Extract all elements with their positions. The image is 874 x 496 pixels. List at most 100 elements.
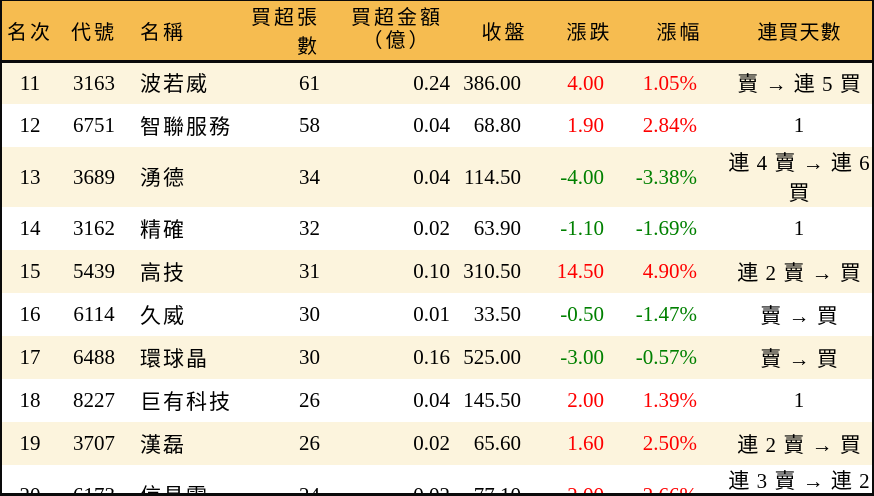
net-buy-amount-cell: 0.04	[413, 388, 450, 412]
stock-code-cell: 3162	[73, 216, 115, 240]
stock-name-cell: 環球晶	[140, 346, 209, 371]
net-buy-volume-cell: 30	[299, 345, 320, 369]
rank-cell: 16	[19, 302, 41, 326]
stock-code-cell: 6488	[73, 345, 115, 369]
col-header-amount-line1: 買超金額	[351, 7, 443, 30]
table-body: 11 3163 波若威 61 0.24 386.00 4.00 1.05% 賣 …	[2, 61, 872, 496]
buy-streak-cell: 連 4 賣 → 連 6 買	[728, 151, 871, 205]
header-row: 名次 代號 名稱 買超張數 買超金額 （億） 收盤 漲跌 漲幅 連買天數	[2, 1, 872, 63]
price-change-pct-cell: -0.57%	[635, 345, 697, 369]
price-change-cell: -3.00	[560, 345, 604, 369]
table-row: 12 6751 智聯服務 58 0.04 68.80 1.90 2.84% 1	[2, 104, 872, 147]
rank-cell: 20	[19, 482, 41, 496]
table-row: 16 6114 久威 30 0.01 33.50 -0.50 -1.47% 賣 …	[2, 293, 872, 336]
price-change-pct-cell: 4.90%	[642, 259, 697, 283]
close-price-cell: 386.00	[463, 70, 521, 95]
close-price-cell: 68.80	[473, 113, 521, 137]
net-buy-amount-cell: 0.24	[413, 70, 450, 95]
net-buy-volume-cell: 58	[299, 113, 320, 137]
stock-name-cell: 智聯服務	[140, 114, 232, 139]
net-buy-volume-cell: 26	[299, 388, 320, 412]
price-change-pct-cell: 2.84%	[642, 113, 697, 137]
buy-streak-cell: 賣 → 連 5 買	[737, 72, 862, 97]
col-header-amount-line2: （億）	[362, 30, 432, 53]
rank-cell: 17	[19, 345, 41, 369]
stock-name-cell: 波若威	[140, 72, 209, 97]
price-change-pct-cell: -1.69%	[635, 216, 697, 240]
close-price-cell: 310.50	[463, 259, 521, 283]
close-price-cell: 63.90	[473, 216, 521, 240]
price-change-pct-cell: 1.39%	[642, 388, 697, 412]
buy-streak-cell: 連 3 賣 → 連 2 買	[728, 469, 871, 493]
col-header-streak: 連買天數	[727, 1, 872, 63]
net-buy-volume-cell: 61	[299, 70, 320, 95]
rank-cell: 14	[19, 216, 41, 240]
net-buy-amount-cell: 0.02	[413, 216, 450, 240]
rank-cell: 13	[19, 164, 41, 189]
rank-cell: 15	[19, 259, 41, 283]
close-price-cell: 114.50	[464, 164, 521, 189]
net-buy-amount-cell: 0.04	[413, 164, 450, 189]
stock-name-cell: 精確	[140, 217, 186, 242]
stock-code-cell: 6114	[73, 302, 115, 326]
price-change-pct-cell: -3.38%	[635, 164, 697, 189]
net-buy-amount-cell: 0.04	[413, 113, 450, 137]
rank-cell: 18	[19, 388, 41, 412]
stock-name-cell: 高技	[140, 260, 186, 285]
stock-code-cell: 8227	[73, 388, 115, 412]
col-header-rank: 名次	[2, 1, 58, 63]
price-change-cell: -0.50	[560, 302, 604, 326]
price-change-cell: -4.00	[560, 164, 604, 189]
stock-code-cell: 6173	[73, 482, 115, 496]
stock-name-cell: 湧德	[140, 166, 186, 190]
price-change-pct-cell: -1.47%	[635, 302, 697, 326]
stock-name-cell: 信昌電	[140, 484, 209, 496]
table-row: 13 3689 湧德 34 0.04 114.50 -4.00 -3.38% 連…	[2, 147, 872, 207]
rank-cell: 11	[19, 70, 41, 95]
table-row: 18 8227 巨有科技 26 0.04 145.50 2.00 1.39% 1	[2, 379, 872, 422]
table-row: 15 5439 高技 31 0.10 310.50 14.50 4.90% 連 …	[2, 250, 872, 293]
table-row: 11 3163 波若威 61 0.24 386.00 4.00 1.05% 賣 …	[2, 61, 872, 104]
net-buy-volume-cell: 26	[299, 431, 320, 455]
net-buy-amount-cell: 0.10	[413, 259, 450, 283]
table-header: 名次 代號 名稱 買超張數 買超金額 （億） 收盤 漲跌 漲幅 連買天數	[2, 1, 872, 63]
col-header-change-pct: 漲幅	[632, 1, 727, 63]
price-change-cell: 4.00	[567, 70, 604, 95]
stock-name-cell: 巨有科技	[140, 389, 232, 414]
net-buy-volume-cell: 31	[299, 259, 320, 283]
price-change-pct-cell: 1.05%	[642, 70, 697, 95]
net-buy-volume-cell: 34	[299, 164, 320, 189]
close-price-cell: 77.10	[473, 482, 521, 496]
col-header-change: 漲跌	[547, 1, 632, 63]
buy-streak-cell: 連 2 賣 → 買	[737, 432, 862, 457]
table-row: 19 3707 漢磊 26 0.02 65.60 1.60 2.50% 連 2 …	[2, 422, 872, 465]
net-buy-volume-cell: 30	[299, 302, 320, 326]
col-header-volume: 買超張數	[242, 1, 332, 63]
buy-streak-cell: 賣 → 買	[760, 346, 839, 371]
close-price-cell: 65.60	[473, 431, 521, 455]
net-buy-amount-cell: 0.16	[413, 345, 450, 369]
price-change-cell: 14.50	[556, 259, 604, 283]
net-buy-amount-cell: 0.02	[413, 431, 450, 455]
close-price-cell: 145.50	[463, 388, 521, 412]
price-change-cell: 1.60	[567, 431, 604, 455]
buy-streak-cell: 賣 → 買	[760, 303, 839, 328]
stock-code-cell: 5439	[73, 259, 115, 283]
close-price-cell: 33.50	[473, 302, 521, 326]
table-row: 14 3162 精確 32 0.02 63.90 -1.10 -1.69% 1	[2, 207, 872, 250]
net-buy-amount-cell: 0.02	[413, 482, 450, 496]
price-change-cell: 1.90	[567, 113, 604, 137]
col-header-close: 收盤	[462, 1, 547, 63]
price-change-pct-cell: 2.66%	[642, 482, 697, 496]
col-header-code: 代號	[58, 1, 130, 63]
stock-code-cell: 6751	[73, 113, 115, 137]
col-header-name: 名稱	[130, 1, 242, 63]
rank-cell: 12	[19, 113, 41, 137]
table-row: 20 6173 信昌電 24 0.02 77.10 2.00 2.66% 連 3…	[2, 465, 872, 496]
stock-name-cell: 久威	[140, 303, 186, 328]
net-buy-amount-cell: 0.01	[413, 302, 450, 326]
stock-code-cell: 3689	[73, 164, 115, 189]
stock-code-cell: 3707	[73, 431, 115, 455]
